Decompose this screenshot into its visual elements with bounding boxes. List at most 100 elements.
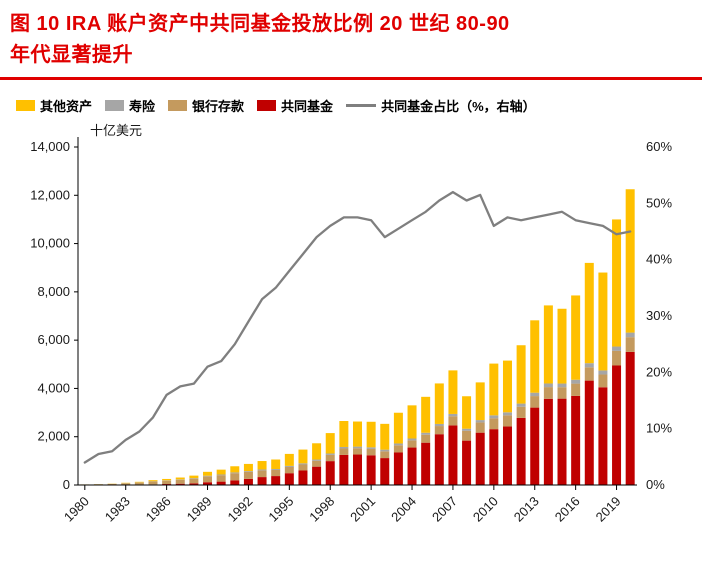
bar-segment-bank-deposits [543, 387, 553, 399]
bar-segment-other-assets [203, 471, 213, 476]
bar-segment-mutual-funds [175, 483, 185, 485]
bar-segment-bank-deposits [462, 430, 472, 441]
x-axis-tick-label: 2016 [552, 494, 583, 525]
x-axis-tick-label: 1983 [102, 494, 133, 525]
bar-segment-mutual-funds [257, 477, 267, 485]
bar-segment-other-assets [380, 423, 390, 450]
bar-segment-bank-deposits [312, 460, 322, 467]
bar-segment-mutual-funds [475, 432, 485, 485]
bar-segment-other-assets [516, 345, 526, 404]
bar-segment-bank-deposits [257, 470, 267, 478]
bar-segment-other-assets [353, 421, 362, 447]
bar-segment-mutual-funds [502, 426, 512, 485]
bar-segment-bank-deposits [475, 422, 485, 433]
bar-segment-life-insurance [257, 469, 267, 471]
bar-segment-bank-deposits [393, 445, 403, 453]
bar-segment-bank-deposits [366, 448, 376, 456]
figure-title: 图 10 IRA 账户资产中共同基金投放比例 20 世纪 80-90 年代显著提… [0, 0, 702, 71]
legend-bank-deposits-label: 银行存款 [192, 98, 245, 114]
bar-segment-mutual-funds [530, 407, 540, 485]
bar-segment-life-insurance [230, 472, 240, 474]
bar-segment-mutual-funds [284, 473, 294, 485]
bar-segment-bank-deposits [571, 383, 581, 396]
bar-segment-mutual-funds [407, 447, 417, 485]
bar-segment-other-assets [312, 443, 322, 460]
left-axis-tick-label: 10,000 [30, 236, 70, 251]
bar-segment-mutual-funds [489, 429, 499, 485]
bar-segment-mutual-funds [189, 483, 199, 485]
bar-segment-life-insurance [584, 363, 594, 368]
bar-segment-bank-deposits [216, 475, 226, 482]
right-axis-tick-label: 50% [646, 195, 672, 210]
bar-segment-other-assets [216, 469, 226, 475]
bar-segment-other-assets [175, 477, 185, 480]
bar-segment-life-insurance [271, 468, 281, 470]
right-axis-tick-label: 0% [646, 477, 665, 492]
bar-segment-other-assets [584, 262, 594, 364]
bar-segment-bank-deposits [325, 454, 335, 462]
legend-mutual-funds-swatch-icon [257, 99, 277, 111]
x-axis-tick-label: 2019 [593, 494, 624, 525]
bar-segment-mutual-funds [625, 351, 635, 485]
x-axis-tick-label: 2010 [470, 494, 501, 525]
bar-segment-other-assets [598, 272, 608, 371]
left-axis-unit-label: 十亿美元 [90, 123, 142, 138]
bar-segment-life-insurance [421, 432, 431, 435]
bar-segment-other-assets [230, 466, 240, 473]
bar-segment-other-assets [462, 396, 472, 429]
left-axis-tick-label: 8,000 [37, 284, 70, 299]
bar-segment-bank-deposits [502, 415, 512, 427]
bar-segment-life-insurance [516, 403, 526, 407]
right-axis-tick-label: 60% [646, 139, 672, 154]
bar-segment-bank-deposits [230, 473, 240, 481]
bar-segment-life-insurance [530, 392, 540, 397]
bar-segment-bank-deposits [148, 481, 158, 485]
bar-segment-bank-deposits [434, 426, 444, 435]
bar-segment-bank-deposits [407, 440, 417, 448]
bar-segment-other-assets [625, 189, 635, 333]
bar-segment-bank-deposits [421, 434, 431, 443]
bar-segment-other-assets [543, 305, 553, 384]
legend-other-assets-swatch-icon [16, 99, 35, 111]
bar-segment-mutual-funds [380, 458, 390, 485]
bar-segment-mutual-funds [571, 395, 581, 485]
bar-segment-bank-deposits [625, 337, 635, 352]
legend-mf-share-line-label: 共同基金占比（%，右轴） [381, 98, 536, 114]
x-axis-tick-label: 2007 [429, 494, 460, 525]
x-axis-tick-label: 1986 [143, 494, 174, 525]
bar-segment-life-insurance [380, 449, 390, 452]
bar-segment-bank-deposits [189, 478, 199, 484]
bar-segment-life-insurance [612, 346, 622, 351]
bar-segment-life-insurance [312, 459, 322, 461]
bar-segment-mutual-funds [598, 387, 608, 485]
bar-segment-other-assets [257, 461, 267, 470]
bar-segment-mutual-funds [448, 425, 458, 485]
left-axis-tick-label: 0 [63, 477, 70, 492]
bar-segment-life-insurance [434, 423, 444, 427]
bar-segment-life-insurance [448, 413, 458, 417]
bar-segment-mutual-funds [584, 380, 594, 485]
legend-other-assets-label: 其他资产 [40, 98, 93, 114]
x-axis-tick-label: 1992 [224, 494, 255, 525]
bar-segment-life-insurance [353, 446, 362, 449]
x-axis-tick-label: 1995 [265, 494, 296, 525]
bar-segment-life-insurance [216, 474, 226, 476]
left-axis-tick-label: 2,000 [37, 429, 70, 444]
legend-bank-deposits-swatch-icon [168, 99, 188, 111]
bar-segment-bank-deposits [162, 480, 172, 485]
bar-segment-bank-deposits [121, 483, 131, 485]
right-axis-tick-label: 30% [646, 308, 672, 323]
bar-segment-bank-deposits [175, 479, 185, 484]
legend-life-insurance-label: 寿险 [129, 98, 156, 114]
x-axis-tick-label: 2004 [388, 494, 419, 525]
bar-segment-other-assets [148, 480, 158, 482]
bar-segment-life-insurance [298, 463, 308, 465]
bar-segment-bank-deposits [107, 484, 117, 485]
bar-segment-life-insurance [502, 412, 512, 416]
bar-segment-other-assets [502, 360, 512, 413]
right-axis-tick-label: 20% [646, 364, 672, 379]
bar-segment-other-assets [448, 370, 458, 414]
legend-mf-share-line-swatch-icon [346, 103, 377, 107]
legend-mutual-funds: 共同基金 [257, 96, 333, 115]
bar-segment-life-insurance [366, 447, 376, 449]
